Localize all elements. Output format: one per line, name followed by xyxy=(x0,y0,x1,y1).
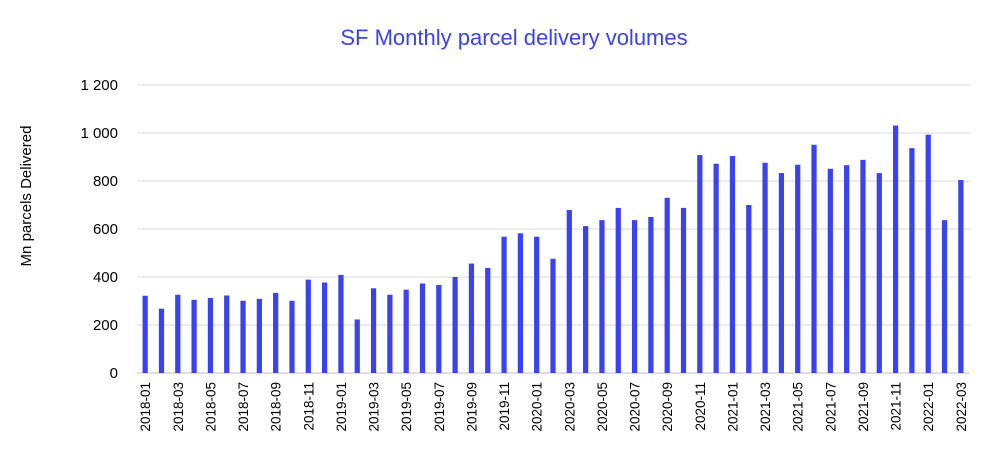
x-tick-label: 2020-03 xyxy=(562,382,577,432)
bar-2019-08 xyxy=(452,277,458,373)
bars xyxy=(142,125,964,373)
bar-2020-05 xyxy=(599,220,605,373)
x-tick-label: 2021-03 xyxy=(758,382,773,432)
bar-2021-07 xyxy=(827,168,833,373)
bar-2018-02 xyxy=(158,308,165,373)
y-tick-label: 400 xyxy=(93,269,118,286)
x-tick-label: 2021-09 xyxy=(856,382,871,432)
x-tick-label: 2021-11 xyxy=(889,382,904,431)
bar-2019-11 xyxy=(501,236,507,373)
bar-2019-03 xyxy=(370,288,377,373)
y-tick-label: 800 xyxy=(93,173,118,190)
bar-2018-12 xyxy=(321,282,328,373)
bar-2021-09 xyxy=(860,159,866,373)
bar-2021-03 xyxy=(762,162,768,373)
x-tick-label: 2020-09 xyxy=(660,382,675,432)
bar-2018-05 xyxy=(207,297,214,373)
x-tick-label: 2019-07 xyxy=(432,382,447,432)
bar-2019-09 xyxy=(468,263,475,373)
x-tick-label: 2022-01 xyxy=(921,382,936,432)
bar-2019-07 xyxy=(436,284,442,373)
x-tick-label: 2018-05 xyxy=(203,382,218,432)
bar-2022-03 xyxy=(958,180,964,373)
bar-2018-03 xyxy=(175,294,181,373)
bar-2020-11 xyxy=(697,155,703,373)
x-tick-label: 2020-07 xyxy=(628,382,643,432)
bar-2018-01 xyxy=(142,295,148,373)
bar-2020-07 xyxy=(631,220,638,373)
x-tick-label: 2021-05 xyxy=(791,382,806,432)
bar-2021-04 xyxy=(778,173,785,373)
bar-2022-02 xyxy=(941,220,948,373)
bar-2020-08 xyxy=(648,217,654,373)
x-tick-label: 2018-01 xyxy=(138,382,153,432)
bar-2020-06 xyxy=(615,207,621,373)
y-axis-label: Mn parcels Delivered xyxy=(18,126,35,267)
bar-2021-08 xyxy=(844,165,850,373)
x-tick-label: 2021-01 xyxy=(725,382,740,432)
y-tick-label: 0 xyxy=(110,365,118,382)
bar-2021-11 xyxy=(892,125,899,373)
x-tick-label: 2022-03 xyxy=(954,382,969,432)
x-tick-label: 2020-11 xyxy=(693,382,708,431)
bar-2021-06 xyxy=(811,144,817,373)
x-tick-label: 2021-07 xyxy=(823,382,838,432)
bar-2018-09 xyxy=(273,292,279,373)
bar-2019-10 xyxy=(485,267,491,373)
bar-2019-01 xyxy=(338,274,344,373)
x-tick-label: 2018-03 xyxy=(171,382,186,432)
bar-2021-10 xyxy=(876,173,882,373)
y-tick-label: 600 xyxy=(93,221,118,238)
bar-2022-01 xyxy=(925,134,931,373)
bar-2019-12 xyxy=(517,233,523,373)
bar-2021-01 xyxy=(729,156,736,373)
bar-2018-07 xyxy=(240,300,246,373)
x-tick-label: 2019-09 xyxy=(464,382,479,432)
bar-2018-08 xyxy=(256,298,262,373)
bar-2021-12 xyxy=(909,148,915,373)
x-tick-label: 2018-09 xyxy=(269,382,284,432)
bar-2020-02 xyxy=(550,258,556,373)
x-tick-label: 2018-07 xyxy=(236,382,251,432)
bar-2018-11 xyxy=(305,279,311,373)
x-tick-label: 2020-01 xyxy=(530,382,545,432)
bar-2018-04 xyxy=(191,299,197,373)
y-tick-label: 1 200 xyxy=(80,77,118,94)
x-tick-label: 2019-01 xyxy=(334,382,349,432)
bar-2021-05 xyxy=(795,164,801,373)
x-tick-label: 2019-11 xyxy=(497,382,512,431)
x-tick-label: 2019-05 xyxy=(399,382,414,432)
bar-2019-02 xyxy=(354,319,360,373)
bar-2019-04 xyxy=(387,294,393,373)
y-tick-label: 1 000 xyxy=(80,125,118,142)
x-tick-label: 2020-05 xyxy=(595,382,610,432)
bar-2020-01 xyxy=(534,236,540,373)
bar-2021-02 xyxy=(746,205,752,373)
bar-2020-10 xyxy=(680,207,687,373)
bar-2018-06 xyxy=(224,295,230,373)
bar-2020-12 xyxy=(713,163,719,373)
bar-2019-05 xyxy=(403,289,409,373)
x-tick-label: 2019-03 xyxy=(367,382,382,432)
bar-2020-09 xyxy=(664,197,670,373)
chart-title: SF Monthly parcel delivery volumes xyxy=(340,25,687,50)
x-tick-label: 2018-11 xyxy=(301,382,316,431)
y-tick-label: 200 xyxy=(93,317,118,334)
bar-2019-06 xyxy=(419,283,426,373)
bar-2020-04 xyxy=(583,226,589,373)
x-axis-ticks: 2018-01 2018-03 2018-05 2018-07 2018-09 2018-… xyxy=(138,382,969,432)
bar-2020-03 xyxy=(566,210,572,373)
y-axis-ticks: 0 200 400 600 800 1 000 1 200 xyxy=(80,77,118,382)
bar-2018-10 xyxy=(289,300,295,373)
